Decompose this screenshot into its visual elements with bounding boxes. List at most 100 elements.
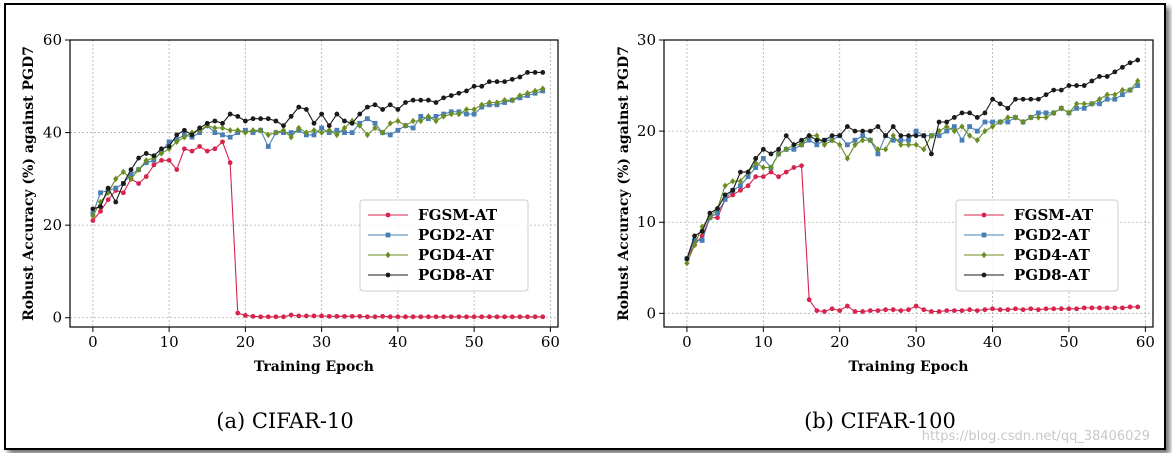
axes-frame [69,39,559,328]
panel-caption: (b) CIFAR-100 [804,409,956,433]
data-point [288,312,294,318]
x-tick-label: 40 [983,333,1002,351]
data-point [1051,109,1057,117]
series-line-pgd8-at [92,71,543,210]
data-point [189,148,195,154]
data-point [760,164,766,171]
data-point [532,70,538,75]
data-point [90,212,96,220]
data-point [1119,86,1126,94]
data-point [311,313,317,319]
data-point [448,110,454,118]
data-point [928,132,935,139]
data-point [159,157,164,163]
data-point [136,181,142,186]
data-point [990,306,995,312]
data-point [441,113,447,120]
data-point [540,314,546,320]
data-point [1005,307,1011,313]
data-point [265,116,271,122]
data-point [517,92,523,99]
data-point [684,256,690,262]
legend-box [359,199,529,292]
data-point [951,124,957,129]
data-point [783,146,789,153]
data-point [852,309,858,314]
data-point [143,151,149,156]
data-point [1066,109,1072,117]
data-point [311,132,317,138]
data-point [959,123,965,130]
data-point [1081,100,1087,107]
data-point [829,133,835,139]
data-point [319,313,325,319]
data-point [425,113,431,120]
data-point [913,128,919,134]
data-point [174,132,180,138]
data-point [395,127,401,133]
data-point [296,104,302,110]
data-point [867,308,873,313]
data-point [494,79,500,85]
data-point [197,125,203,131]
data-point [890,307,896,313]
data-point [418,314,424,320]
data-point [105,189,111,196]
data-point [913,141,919,148]
data-point [1120,305,1125,311]
data-point [1096,96,1103,103]
data-point [1097,74,1102,79]
data-point [967,132,973,139]
data-point [502,79,508,85]
data-point [1074,105,1079,111]
data-point [410,125,416,131]
data-point [1005,114,1011,121]
data-point [745,183,751,189]
data-point [1089,305,1095,311]
data-point [486,314,492,320]
data-point [1012,114,1019,121]
data-point [1127,86,1133,94]
data-point [883,307,888,313]
data-point [448,93,454,98]
data-point [364,131,370,139]
data-point [281,314,286,320]
data-point [768,164,774,171]
data-point [959,308,965,313]
data-point [776,174,782,180]
data-point [349,130,355,135]
data-point [745,174,751,180]
legend-label: PGD2-AT [418,226,495,244]
data-point [921,146,927,153]
data-point [1104,74,1110,79]
data-point [692,238,697,243]
data-point [486,99,492,106]
data-point [456,314,462,320]
x-tick-label: 0 [682,333,692,351]
data-point [410,314,416,320]
data-point [944,128,950,134]
y-axis-label: Robust Accuracy (%) against PGD7 [616,46,632,321]
data-point [98,204,103,210]
data-point [913,303,919,309]
data-point [852,128,858,134]
data-point [357,122,363,129]
data-point [1081,305,1087,311]
data-point [372,124,378,132]
data-point [944,308,950,313]
data-point [540,85,546,92]
data-point [898,137,904,143]
data-point [159,146,164,152]
data-point [258,314,264,320]
data-point [1020,118,1026,126]
data-point [1066,306,1072,312]
data-point [311,120,317,126]
data-point [273,129,279,136]
data-point [1120,64,1125,70]
data-point [1104,91,1110,98]
data-point [273,118,279,124]
data-point [380,107,386,112]
data-point [380,313,386,319]
y-tick-label: 0 [52,309,62,327]
